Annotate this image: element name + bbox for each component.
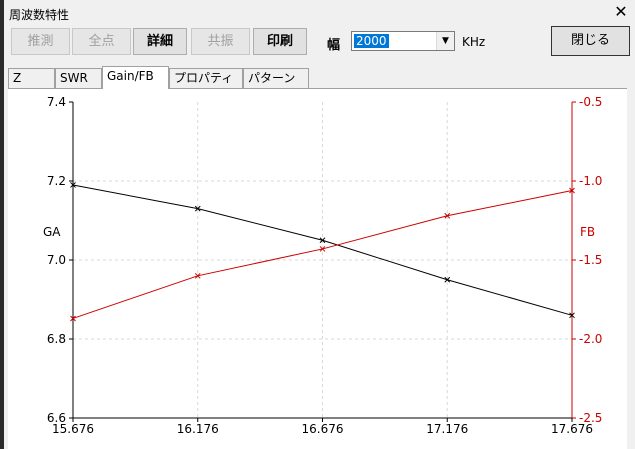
tab-divider: [8, 88, 627, 89]
right-tick-label: -2.5: [579, 411, 602, 425]
plot-panel: [8, 89, 627, 449]
point-marker: [194, 205, 201, 212]
all-points-button[interactable]: 全点: [72, 28, 131, 55]
left-tick-label: 6.6: [47, 411, 66, 425]
point-marker: [194, 272, 201, 279]
x-tick-label: 16.176: [177, 422, 219, 436]
right-tick-label: -0.5: [579, 95, 602, 109]
width-unit: KHz: [462, 35, 486, 49]
point-marker: [569, 187, 575, 194]
x-tick-label: 15.676: [52, 422, 94, 436]
left-axis-label: GA: [43, 225, 61, 239]
tab-property[interactable]: プロパティ: [169, 68, 243, 88]
right-axis-label: FB: [580, 225, 595, 239]
data-point-fb: [194, 272, 201, 279]
window-title: 周波数特性: [9, 8, 70, 22]
point-marker: [569, 312, 575, 319]
point-marker: [70, 315, 76, 322]
close-icon[interactable]: ✕: [614, 2, 628, 21]
data-point-ga: [70, 182, 76, 188]
right-tick-label: -1.0: [579, 174, 602, 188]
details-button[interactable]: 詳細: [133, 28, 187, 55]
left-tick-label: 7.4: [47, 95, 66, 109]
data-point-ga: [569, 312, 575, 319]
left-tick-label: 7.2: [47, 174, 66, 188]
dropdown-arrow-icon[interactable]: ▼: [436, 32, 454, 50]
print-button[interactable]: 印刷: [253, 28, 307, 55]
resonance-button[interactable]: 共振: [191, 28, 250, 55]
close-button[interactable]: 閉じる: [551, 26, 630, 56]
estimate-button[interactable]: 推測: [11, 28, 70, 55]
right-tick-label: -2.0: [579, 332, 602, 346]
left-tick-label: 6.8: [47, 332, 66, 346]
point-marker: [319, 246, 326, 252]
data-point-ga: [194, 205, 201, 212]
x-tick-label: 17.176: [426, 422, 468, 436]
tab-swr[interactable]: SWR: [55, 68, 102, 88]
data-point-fb: [319, 246, 326, 252]
point-marker: [444, 212, 451, 219]
tab-gain-fb[interactable]: Gain/FB: [102, 66, 169, 89]
point-marker: [70, 182, 76, 188]
data-point-fb: [569, 187, 575, 194]
x-tick-label: 16.676: [302, 422, 344, 436]
left-tick-label: 7.0: [47, 253, 66, 267]
width-label: 幅: [327, 38, 341, 53]
tab-z[interactable]: Z: [8, 68, 55, 88]
width-select[interactable]: 2000 ▼: [351, 31, 455, 51]
point-marker: [444, 276, 451, 283]
data-point-ga: [444, 276, 451, 283]
data-point-fb: [70, 315, 76, 322]
data-point-fb: [444, 212, 451, 219]
point-marker: [319, 237, 326, 244]
data-point-ga: [319, 237, 326, 244]
width-value: 2000: [354, 34, 389, 48]
tab-pattern[interactable]: パターン: [243, 68, 309, 88]
x-tick-label: 17.676: [551, 422, 593, 436]
window-edge: [0, 0, 4, 449]
right-tick-label: -1.5: [579, 253, 602, 267]
